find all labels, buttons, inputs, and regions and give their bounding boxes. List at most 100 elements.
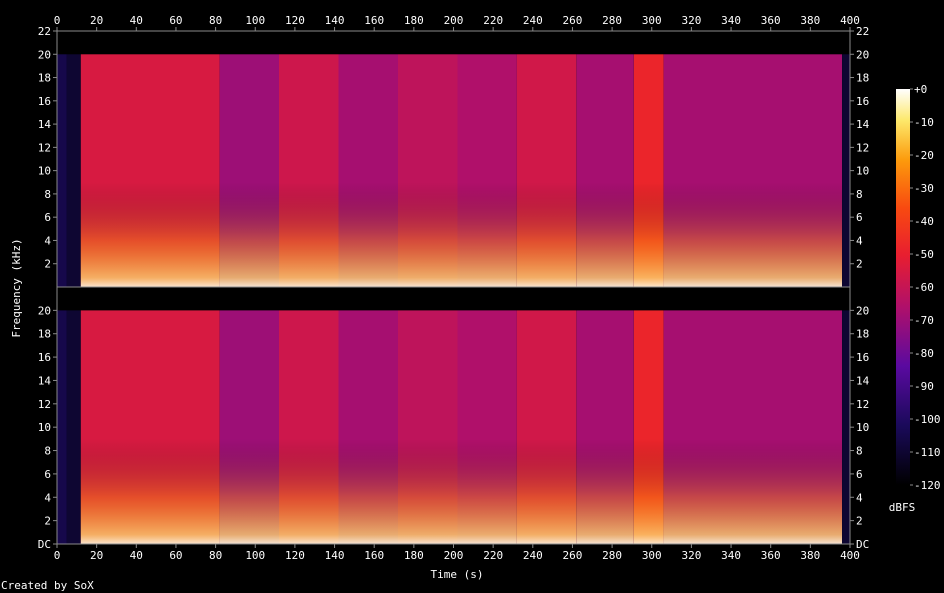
y-tick-label: 20 [38, 304, 51, 317]
y-tick-label: 2 [44, 515, 51, 528]
colorbar-tick-label: -110 [914, 446, 941, 459]
spectrogram-segment [842, 310, 850, 544]
x-tick-label: 340 [721, 549, 741, 562]
y-tick-label-right: 18 [856, 328, 869, 341]
colorbar-tick-label: -90 [914, 380, 934, 393]
low-frequency-energy [219, 310, 280, 544]
x-tick-label: 160 [364, 549, 384, 562]
x-tick-label-top: 140 [325, 14, 345, 27]
colorbar-tick-label: -100 [914, 413, 941, 426]
y-tick-label: 12 [38, 398, 51, 411]
low-frequency-energy [576, 310, 634, 544]
y-tick-label-right: 2 [856, 515, 863, 528]
low-frequency-energy [80, 310, 220, 544]
colorbar-unit-label: dBFS [889, 501, 916, 514]
x-tick-label-top: 320 [681, 14, 701, 27]
x-tick-label-top: 20 [90, 14, 103, 27]
spectrogram-segment [66, 54, 81, 287]
x-tick-label: 380 [800, 549, 820, 562]
x-tick-label: 100 [245, 549, 265, 562]
y-tick-label: 20 [38, 48, 51, 61]
low-frequency-energy [576, 54, 634, 287]
y-tick-label-right: 12 [856, 398, 869, 411]
x-tick-label-top: 200 [444, 14, 464, 27]
y-tick-label: 6 [44, 468, 51, 481]
x-tick-label: 40 [130, 549, 143, 562]
y-tick-label: 14 [38, 375, 52, 388]
colorbar-tick-label: -120 [914, 479, 941, 492]
x-tick-label: 400 [840, 549, 860, 562]
low-frequency-energy [516, 310, 577, 544]
y-tick-label: DC [38, 538, 51, 551]
colorbar-tick-label: -10 [914, 116, 934, 129]
low-frequency-energy [219, 54, 280, 287]
x-tick-label: 120 [285, 549, 305, 562]
colorbar-tick-label: -60 [914, 281, 934, 294]
y-tick-label: 16 [38, 95, 51, 108]
y-axis-label: Frequency (kHz) [10, 238, 23, 337]
y-tick-label-right: 4 [856, 235, 863, 248]
y-tick-label-right: 12 [856, 141, 869, 154]
x-tick-label-top: 360 [761, 14, 781, 27]
low-frequency-energy [457, 310, 517, 544]
low-frequency-energy [663, 310, 842, 544]
y-tick-label: 8 [44, 445, 51, 458]
x-tick-label: 360 [761, 549, 781, 562]
colorbar-tick-label: +0 [914, 83, 927, 96]
spectrogram-panels [57, 31, 850, 544]
y-tick-label-right: 20 [856, 48, 869, 61]
y-tick-label: 18 [38, 72, 51, 85]
x-tick-label-top: 80 [209, 14, 222, 27]
colorbar-tick-label: -30 [914, 182, 934, 195]
y-tick-label-right: 8 [856, 188, 863, 201]
x-tick-label-top: 160 [364, 14, 384, 27]
low-frequency-energy [338, 54, 398, 287]
y-tick-label: 10 [38, 421, 51, 434]
x-tick-label: 260 [563, 549, 583, 562]
x-tick-label-top: 380 [800, 14, 820, 27]
y-tick-label: 2 [44, 258, 51, 271]
low-frequency-energy [457, 54, 517, 287]
y-tick-label-right: 18 [856, 72, 869, 85]
low-frequency-energy [633, 310, 664, 544]
spectrogram-segment [57, 310, 67, 544]
x-tick-label-top: 40 [130, 14, 143, 27]
y-tick-label: 22 [38, 25, 51, 38]
x-tick-label: 320 [681, 549, 701, 562]
x-tick-label-top: 0 [54, 14, 61, 27]
x-tick-label: 60 [169, 549, 182, 562]
spectrogram-segment [842, 54, 850, 287]
y-tick-label-right: 16 [856, 351, 869, 364]
y-tick-label-right: 6 [856, 468, 863, 481]
spectrogram-segment [66, 310, 81, 544]
x-tick-label-top: 340 [721, 14, 741, 27]
y-tick-label-right: 14 [856, 375, 870, 388]
y-tick-label: 8 [44, 188, 51, 201]
x-tick-label: 240 [523, 549, 543, 562]
y-tick-label: 4 [44, 491, 51, 504]
x-tick-label: 300 [642, 549, 662, 562]
x-tick-label-top: 260 [563, 14, 583, 27]
y-tick-label-right: 8 [856, 445, 863, 458]
y-tick-label-right: 6 [856, 211, 863, 224]
y-tick-label-right: 2 [856, 258, 863, 271]
x-tick-label-top: 100 [245, 14, 265, 27]
low-frequency-energy [279, 54, 339, 287]
x-tick-label: 140 [325, 549, 345, 562]
y-tick-label-right: 10 [856, 165, 869, 178]
colorbar-tick-label: -20 [914, 149, 934, 162]
x-tick-label: 220 [483, 549, 503, 562]
colorbar-tick-label: -50 [914, 248, 934, 261]
y-tick-label: 4 [44, 235, 51, 248]
low-frequency-energy [398, 310, 458, 544]
y-tick-label: 14 [38, 118, 52, 131]
colorbar-ticks: +0 -10 -20 -30 -40 -50 -60 -70 -80 -90 -100 -110 -12… [910, 83, 941, 492]
credit-text: Created by SoX [1, 579, 94, 592]
x-tick-label: 200 [444, 549, 464, 562]
colorbar [896, 89, 910, 485]
x-tick-label-top: 300 [642, 14, 662, 27]
low-frequency-energy [633, 54, 664, 287]
y-tick-label-right: 14 [856, 118, 870, 131]
low-frequency-energy [663, 54, 842, 287]
